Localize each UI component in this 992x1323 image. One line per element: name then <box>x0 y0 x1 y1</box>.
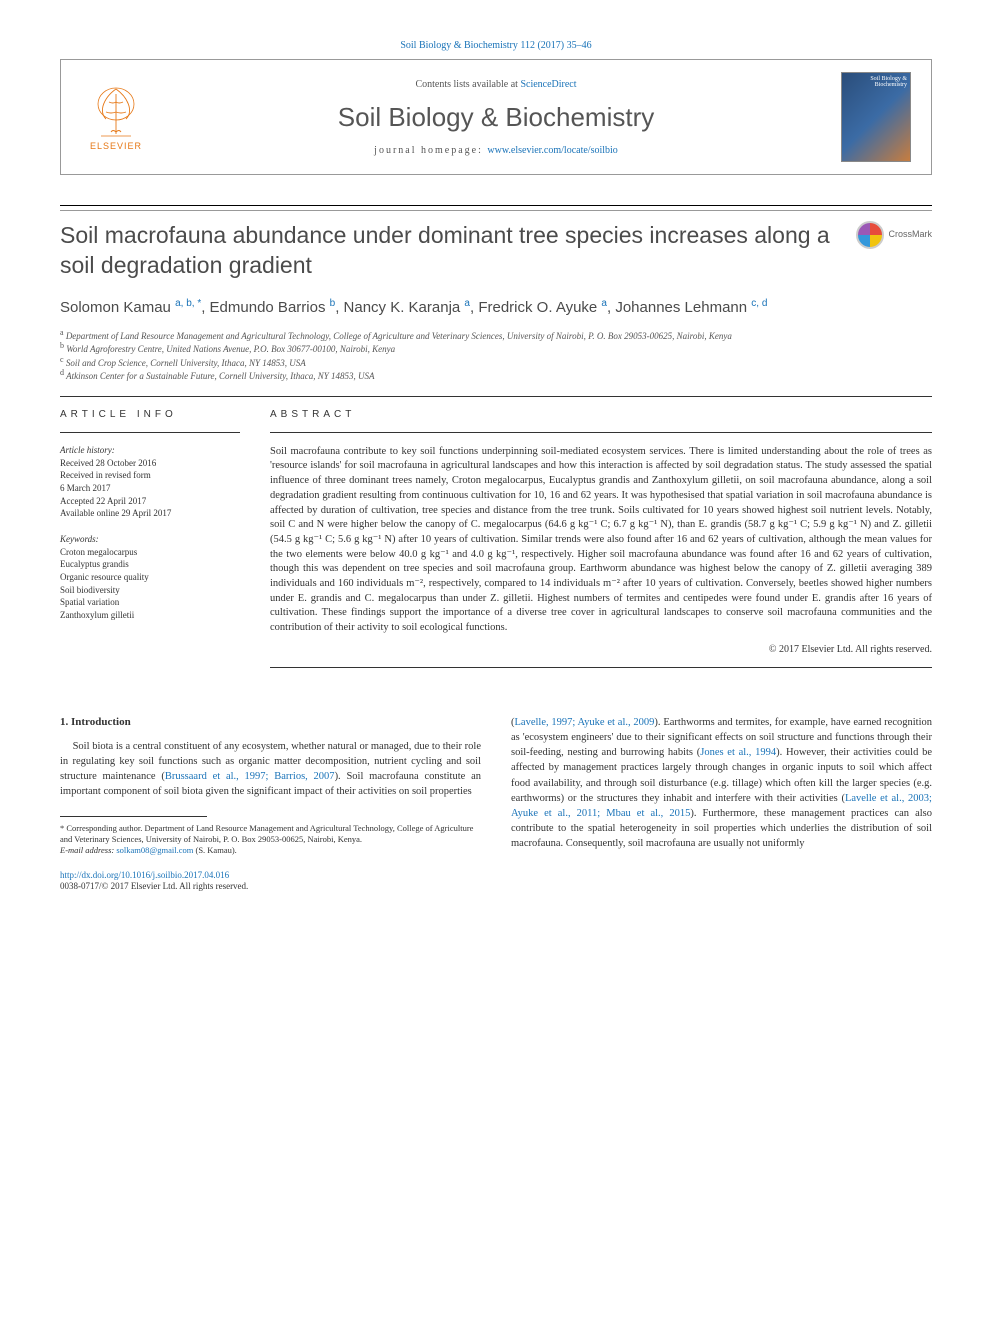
citation-link-1[interactable]: Brussaard et al., 1997; Barrios, 2007 <box>165 771 335 782</box>
journal-cover-thumb[interactable]: Soil Biology & Biochemistry <box>841 72 911 162</box>
elsevier-logo[interactable]: ELSEVIER <box>81 77 151 157</box>
affiliation-line: b World Agroforestry Centre, United Nati… <box>60 343 932 357</box>
history-label: Article history: <box>60 445 240 455</box>
citation-link-3[interactable]: Jones et al., 1994 <box>700 747 776 758</box>
history-line: Available online 29 April 2017 <box>60 507 240 520</box>
affiliation-line: d Atkinson Center for a Sustainable Futu… <box>60 370 932 384</box>
journal-header: ELSEVIER Contents lists available at Sci… <box>60 59 932 175</box>
citation-link-2[interactable]: Lavelle, 1997; Ayuke et al., 2009 <box>515 717 655 728</box>
header-center: Contents lists available at ScienceDirec… <box>151 79 841 156</box>
keywords-list: Croton megalocarpusEucalyptus grandisOrg… <box>60 546 240 622</box>
elsevier-label: ELSEVIER <box>90 141 142 151</box>
title-text: Soil macrofauna abundance under dominant… <box>60 222 830 278</box>
affiliation-line: a Department of Land Resource Management… <box>60 330 932 344</box>
divider-info-1 <box>60 432 240 433</box>
email-label: E-mail address: <box>60 845 116 855</box>
intro-p1: Soil biota is a central constituent of a… <box>60 739 481 800</box>
keyword-item: Soil biodiversity <box>60 584 240 597</box>
divider-abs-1 <box>270 432 932 433</box>
homepage-line: journal homepage: www.elsevier.com/locat… <box>151 145 841 156</box>
authors-list: Solomon Kamau a, b, *, Edmundo Barrios b… <box>60 299 932 316</box>
keyword-item: Eucalyptus grandis <box>60 558 240 571</box>
email-suffix: (S. Kamau). <box>193 845 236 855</box>
affiliations: a Department of Land Resource Management… <box>60 330 932 384</box>
history-line: Accepted 22 April 2017 <box>60 495 240 508</box>
keyword-item: Zanthoxylum gilletii <box>60 609 240 622</box>
contents-listing: Contents lists available at ScienceDirec… <box>151 79 841 90</box>
homepage-link[interactable]: www.elsevier.com/locate/soilbio <box>487 145 617 156</box>
crossmark-label: CrossMark <box>888 229 932 241</box>
article-info-heading: ARTICLE INFO <box>60 409 240 420</box>
abstract-heading: ABSTRACT <box>270 409 932 420</box>
header-divider <box>60 205 932 211</box>
email-footnote: E-mail address: solkam08@gmail.com (S. K… <box>60 845 481 856</box>
column-right: (Lavelle, 1997; Ayuke et al., 2009). Ear… <box>511 715 932 893</box>
corresponding-author-note: * Corresponding author. Department of La… <box>60 823 481 845</box>
corresponding-email-link[interactable]: solkam08@gmail.com <box>116 845 193 855</box>
doi-block: http://dx.doi.org/10.1016/j.soilbio.2017… <box>60 870 481 893</box>
doi-link[interactable]: http://dx.doi.org/10.1016/j.soilbio.2017… <box>60 870 229 880</box>
history-dates: Received 28 October 2016Received in revi… <box>60 457 240 520</box>
sciencedirect-link[interactable]: ScienceDirect <box>520 79 576 90</box>
info-abstract-row: ARTICLE INFO Article history: Received 2… <box>60 409 932 680</box>
keyword-item: Spatial variation <box>60 596 240 609</box>
affiliation-line: c Soil and Crop Science, Cornell Univers… <box>60 357 932 371</box>
history-line: Received 28 October 2016 <box>60 457 240 470</box>
intro-heading: 1. Introduction <box>60 715 481 731</box>
article-page: Soil Biology & Biochemistry 112 (2017) 3… <box>0 0 992 933</box>
abstract: ABSTRACT Soil macrofauna contribute to k… <box>270 409 932 680</box>
column-left: 1. Introduction Soil biota is a central … <box>60 715 481 893</box>
homepage-prefix: journal homepage: <box>374 145 487 156</box>
top-citation[interactable]: Soil Biology & Biochemistry 112 (2017) 3… <box>60 40 932 51</box>
body-columns: 1. Introduction Soil biota is a central … <box>60 715 932 893</box>
abstract-text: Soil macrofauna contribute to key soil f… <box>270 445 932 636</box>
divider-abs-2 <box>270 667 932 668</box>
issn-copyright: 0038-0717/© 2017 Elsevier Ltd. All right… <box>60 881 481 893</box>
copyright-text: © 2017 Elsevier Ltd. All rights reserved… <box>270 644 932 655</box>
cover-title-text: Soil Biology & Biochemistry <box>842 73 910 91</box>
article-info: ARTICLE INFO Article history: Received 2… <box>60 409 240 680</box>
crossmark-badge[interactable]: CrossMark <box>856 221 932 249</box>
history-line: Received in revised form <box>60 469 240 482</box>
history-line: 6 March 2017 <box>60 482 240 495</box>
article-title: Soil macrofauna abundance under dominant… <box>60 221 932 281</box>
keyword-item: Croton megalocarpus <box>60 546 240 559</box>
journal-name: Soil Biology & Biochemistry <box>151 102 841 133</box>
contents-prefix: Contents lists available at <box>415 79 520 90</box>
keyword-item: Organic resource quality <box>60 571 240 584</box>
footnote-divider <box>60 816 207 817</box>
divider-1 <box>60 396 932 397</box>
keywords-label: Keywords: <box>60 534 240 544</box>
elsevier-tree-icon <box>91 84 141 139</box>
crossmark-icon <box>856 221 884 249</box>
intro-p1-cont: (Lavelle, 1997; Ayuke et al., 2009). Ear… <box>511 715 932 852</box>
